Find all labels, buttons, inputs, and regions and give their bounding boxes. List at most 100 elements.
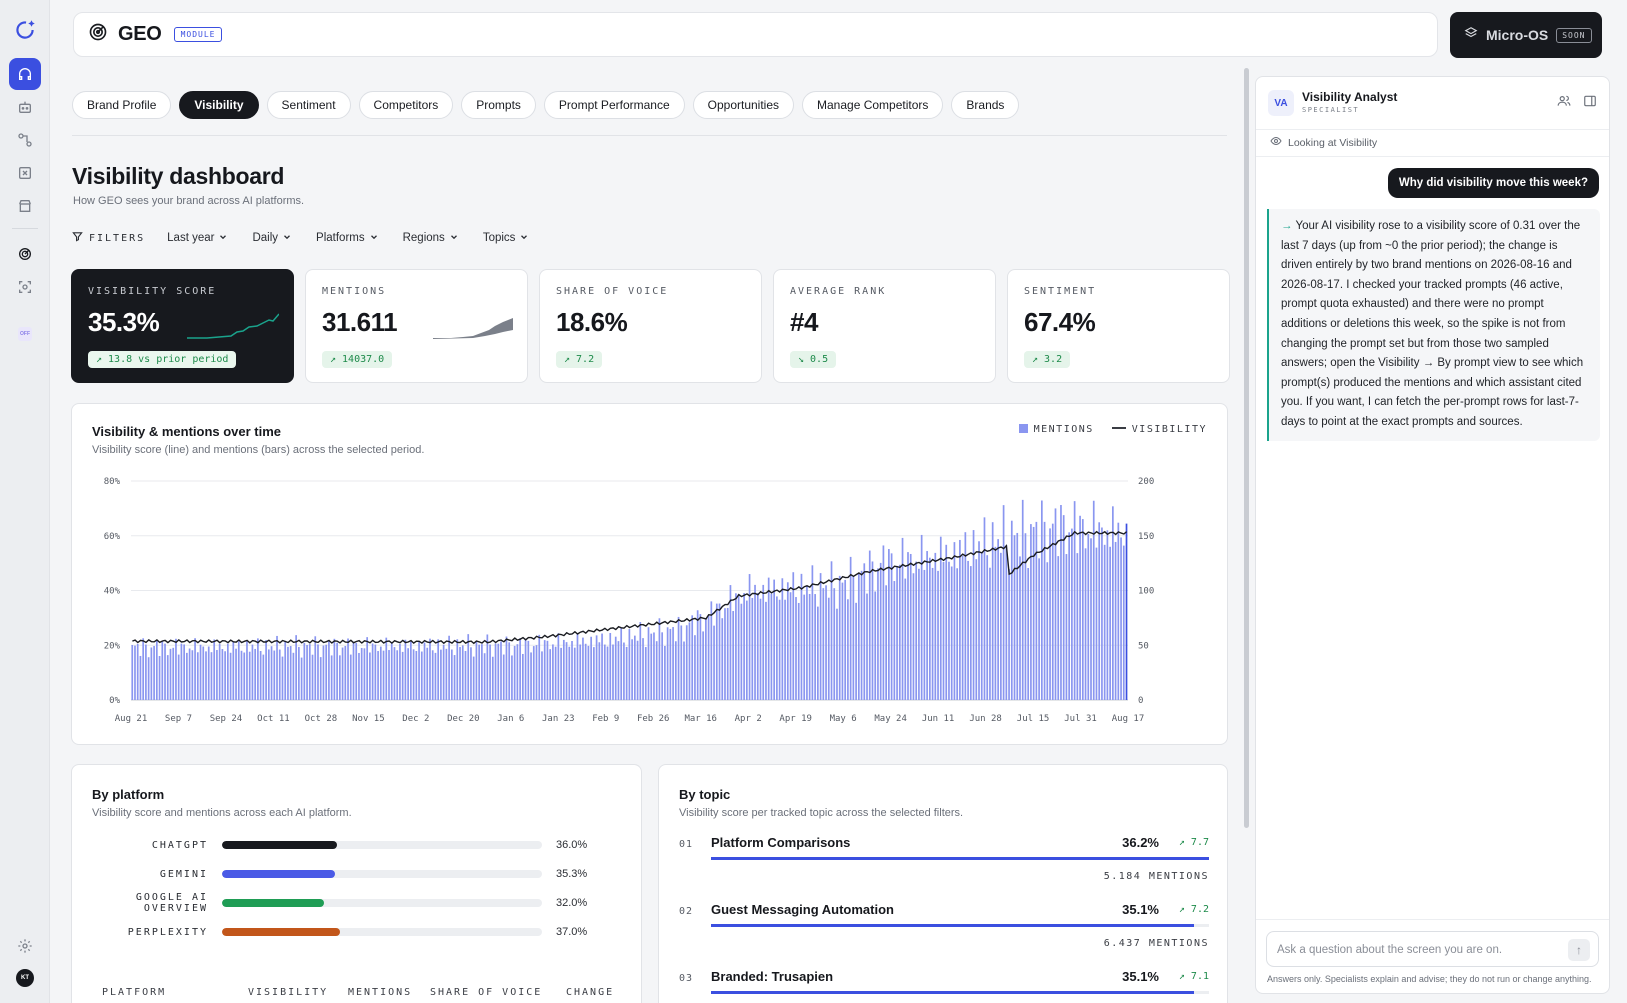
mention-bar [814,594,816,700]
mention-bar [199,644,202,700]
chevron-down-icon [449,232,459,245]
platform-table-col-header[interactable]: VISIBILITY [248,987,329,998]
filter-dropdowns: Last year Daily Platforms Regions Topics [167,232,553,245]
close-square-nav-icon[interactable] [9,157,41,189]
bot-nav-icon[interactable] [9,91,41,123]
geo-nav-icon[interactable] [9,58,41,90]
mention-bar [426,647,429,700]
legend-visibility: VISIBILITY [1111,424,1207,435]
mention-bar [388,650,390,700]
tab-opportunities[interactable]: Opportunities [692,91,795,119]
mention-bar [254,648,257,700]
filter-dropdown[interactable]: Last year [167,232,228,245]
kpi-card[interactable]: SENTIMENT 67.4% ↗ 3.2 [1007,269,1230,383]
mention-bar [336,642,338,700]
tab-competitors[interactable]: Competitors [358,91,454,119]
app-logo-icon[interactable] [9,14,41,46]
x-tick-label: Jul 31 [1064,714,1097,724]
mention-bar [158,656,161,700]
main-scrollbar[interactable] [1244,68,1249,828]
mention-bar [341,647,344,700]
mention-bar [888,549,890,700]
platform-bar-track [222,899,542,907]
topic-row[interactable]: 01 Platform Comparisons 36.2% ↗ 7.7 5.184 ME… [679,835,1209,895]
platform-value: 37.0% [556,926,588,938]
mention-bar [404,639,407,700]
micro-os-button[interactable]: Micro-OS SOON [1450,12,1602,58]
kpi-delta: ↘ 0.5 [790,351,837,368]
mention-bar [773,579,775,700]
platform-bar-track [222,928,542,936]
workflow-nav-icon[interactable] [9,124,41,156]
store-nav-icon[interactable] [9,190,41,222]
settings-gear-icon[interactable] [9,930,41,962]
tab-manage-competitors[interactable]: Manage Competitors [802,91,944,119]
mention-bar [724,608,726,700]
mention-bar [737,593,740,700]
tab-sentiment[interactable]: Sentiment [266,91,351,119]
kpi-card[interactable]: MENTIONS 31.611 ↗ 14037.0 [305,269,528,383]
mention-bar [322,645,325,700]
filter-dropdown[interactable]: Platforms [316,232,379,245]
x-tick-label: May 24 [874,714,907,724]
kpi-card[interactable]: SHARE OF VOICE 18.6% ↗ 7.2 [539,269,762,383]
mention-bar [740,603,743,700]
topic-row[interactable]: 02 Guest Messaging Automation 35.1% ↗ 7.2 6.… [679,902,1209,962]
kpi-card[interactable]: VISIBILITY SCORE 35.3% ↗ 13.8 vs prior per… [71,269,294,383]
kpi-delta: ↗ 14037.0 [322,351,393,368]
kpi-card[interactable]: AVERAGE RANK #4 ↘ 0.5 [773,269,996,383]
mention-bar [543,640,546,700]
mention-bar [418,641,420,700]
sparkline [187,312,280,345]
mention-bar [920,534,923,700]
rail-badge[interactable]: OFF [9,318,41,350]
filter-icon [72,231,83,245]
send-arrow-icon[interactable]: ↑ [1568,939,1590,961]
mention-bar [994,546,997,700]
filter-dropdown[interactable]: Daily [252,232,292,245]
mention-bar [918,568,920,700]
platform-table-col-header[interactable]: MENTIONS [348,987,413,998]
mention-bar [612,644,614,700]
scan-nav-icon[interactable] [9,271,41,303]
tab-visibility[interactable]: Visibility [179,91,259,119]
tab-brand-profile[interactable]: Brand Profile [72,91,172,119]
topic-card-header: By topic Visibility score per tracked to… [679,787,963,819]
platform-table-col-header[interactable]: PLATFORM [102,987,167,998]
platform-bar-fill [222,928,341,936]
kpi-delta: ↗ 3.2 [1024,351,1071,368]
mention-bar [939,536,942,700]
kpi-value: 67.4% [1024,307,1096,337]
platform-table-col-header[interactable]: SHARE OF VOICE [430,987,543,998]
topic-bar-fill [711,991,1194,994]
mention-bar [363,648,366,700]
platform-card-title: By platform [92,787,165,802]
tab-prompt-performance[interactable]: Prompt Performance [543,91,685,119]
mention-bar [194,638,196,700]
topic-row[interactable]: 03 Branded: Trusapien 35.1% ↗ 7.1 [679,969,1209,1003]
mention-bar [377,651,379,700]
mention-bar [374,644,377,700]
ask-input[interactable] [1277,941,1557,959]
user-avatar[interactable]: KT [9,962,41,994]
user-message: Why did visibility move this week? [1387,168,1599,198]
platform-table-col-header[interactable]: CHANGE [566,987,615,998]
tab-brands[interactable]: Brands [951,91,1020,119]
mention-bar [571,641,573,700]
mention-bar [1073,501,1076,700]
tab-prompts[interactable]: Prompts [461,91,536,119]
radar-nav-icon[interactable] [9,238,41,270]
mention-bar [868,550,871,700]
filter-dropdown[interactable]: Topics [483,232,530,245]
assistant-role: SPECIALIST [1302,106,1360,114]
platform-value: 35.3% [556,868,588,880]
mention-bar [688,622,691,700]
filter-dropdown[interactable]: Regions [403,232,459,245]
mention-bar [207,646,210,700]
mention-bar [817,606,819,700]
mention-bar [456,639,459,700]
y-right-tick-label: 0 [1138,696,1143,706]
legend-mentions-label: MENTIONS [1033,424,1094,435]
users-icon[interactable] [1557,94,1571,113]
sidebar-toggle-icon[interactable] [1583,94,1597,113]
